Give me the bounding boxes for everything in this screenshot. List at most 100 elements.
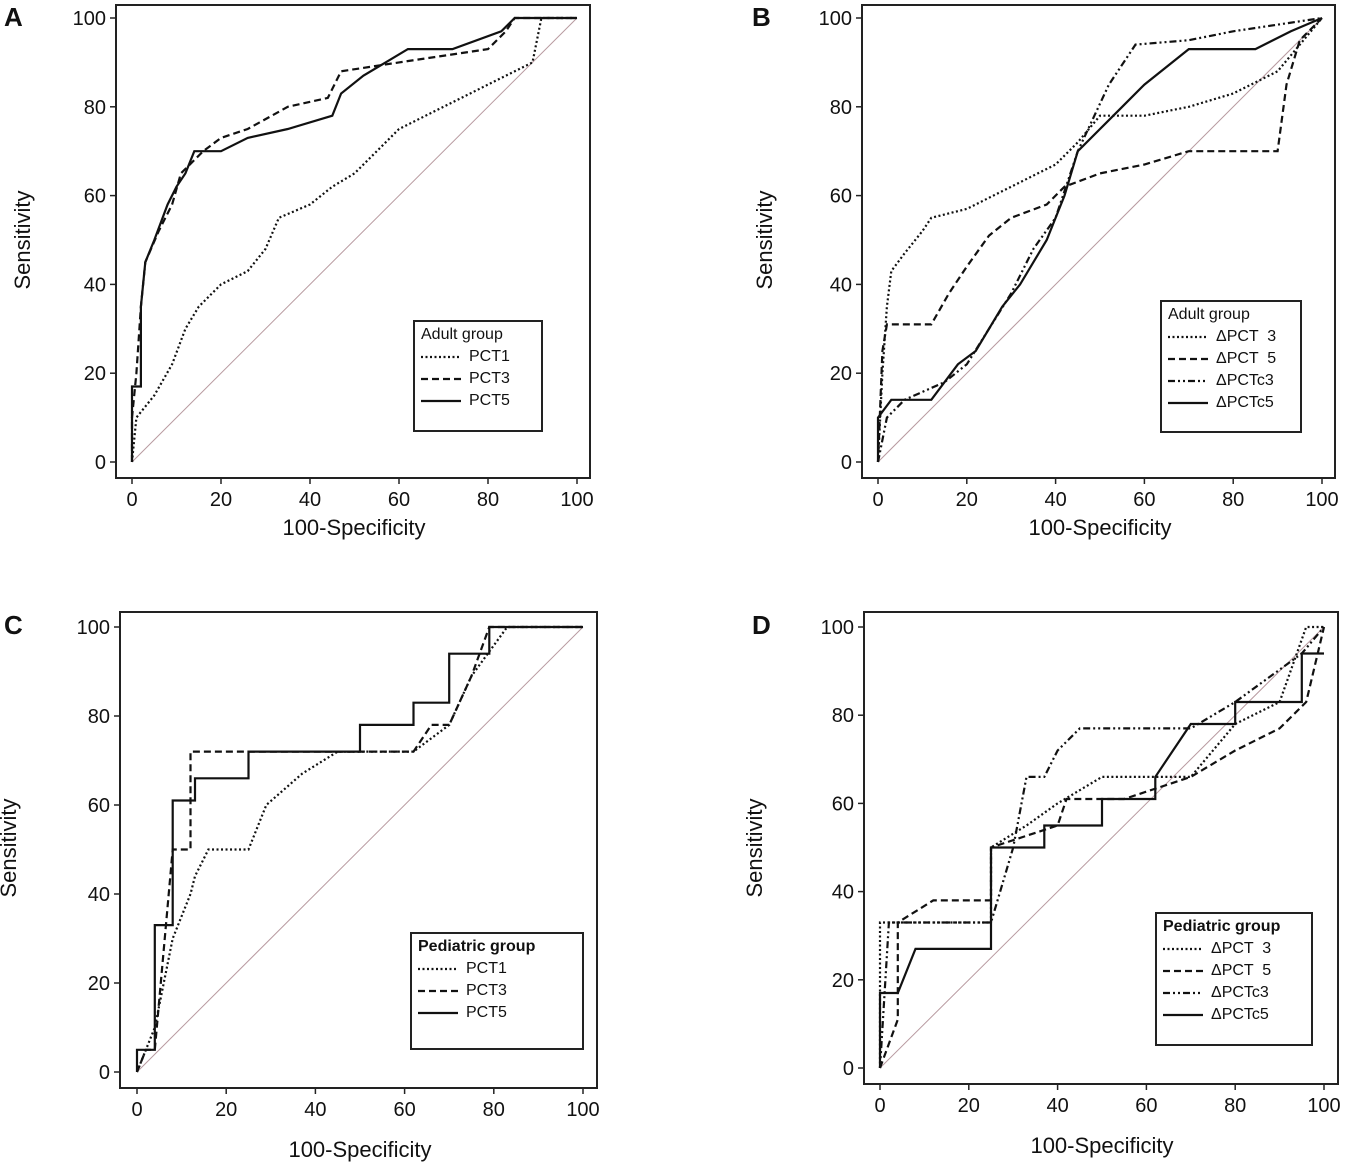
x-axis-label: 100-Specificity xyxy=(282,515,425,540)
x-tick-label: 80 xyxy=(1222,489,1244,511)
panel-label: D xyxy=(752,610,771,640)
x-tick-label: 80 xyxy=(1224,1095,1246,1117)
legend-swatch xyxy=(421,399,461,403)
legend-label: ΔPCTc3 xyxy=(1211,984,1269,1001)
x-tick-label: 60 xyxy=(1135,1095,1157,1117)
legend-swatch xyxy=(1163,969,1203,973)
roc-curve-pct5 xyxy=(135,625,583,1072)
y-axis-label: Sensitivity xyxy=(0,798,21,897)
x-tick-label: 0 xyxy=(126,489,137,511)
y-tick-label: 80 xyxy=(88,706,110,728)
legend-swatch xyxy=(418,967,458,971)
x-tick-label: 20 xyxy=(956,489,978,511)
y-tick-label: 60 xyxy=(84,186,106,208)
x-tick-label: 40 xyxy=(1046,1095,1068,1117)
x-tick-label: 0 xyxy=(872,489,883,511)
plot-frame xyxy=(863,611,1339,1085)
panel-label: B xyxy=(752,2,771,32)
y-tick-label: 80 xyxy=(830,97,852,119)
roc-curve-pct5 xyxy=(130,16,577,462)
y-axis-label: Sensitivity xyxy=(742,798,767,897)
legend-item: PCT5 xyxy=(421,390,535,412)
y-tick-label: 60 xyxy=(830,186,852,208)
plot-frame xyxy=(119,611,598,1089)
x-axis-label: 100-Specificity xyxy=(1028,515,1171,540)
roc-curve-delta-pct3 xyxy=(878,625,1324,1068)
x-tick-label: 40 xyxy=(299,489,321,511)
y-tick-label: 80 xyxy=(84,97,106,119)
roc-curve-pct1 xyxy=(135,625,583,1073)
legend: Adult group ΔPCT 3 ΔPCT 5 ΔPCTc3 ΔPCTc5 xyxy=(1160,300,1302,433)
legend-label: PCT5 xyxy=(469,392,510,409)
panel-label: C xyxy=(4,610,23,640)
y-tick-label: 60 xyxy=(88,795,110,817)
x-tick-label: 60 xyxy=(388,489,410,511)
legend-label: ΔPCTc5 xyxy=(1216,394,1274,411)
x-tick-label: 80 xyxy=(483,1099,505,1121)
legend-title: Pediatric group xyxy=(1163,918,1281,935)
y-tick-label: 0 xyxy=(841,452,852,474)
legend-item: PCT1 xyxy=(418,958,576,980)
x-tick-label: 80 xyxy=(477,489,499,511)
roc-curve-delta-pctc5 xyxy=(876,16,1323,462)
legend-item: ΔPCT 5 xyxy=(1168,348,1294,370)
x-tick-label: 100 xyxy=(560,489,593,511)
y-tick-label: 60 xyxy=(832,793,854,815)
legend-label: PCT5 xyxy=(466,1004,507,1021)
y-tick-label: 100 xyxy=(819,8,852,30)
x-tick-label: 20 xyxy=(215,1099,237,1121)
roc-curve-delta-pctc3 xyxy=(876,16,1323,463)
legend-title: Adult group xyxy=(421,326,503,343)
legend-item: ΔPCT 3 xyxy=(1168,326,1294,348)
legend-item: ΔPCT 5 xyxy=(1163,960,1305,982)
x-tick-label: 100 xyxy=(1305,489,1338,511)
x-tick-label: 0 xyxy=(874,1095,885,1117)
plot-frame xyxy=(115,4,591,479)
y-tick-label: 20 xyxy=(830,363,852,385)
legend-item: ΔPCT 3 xyxy=(1163,938,1305,960)
legend-swatch xyxy=(1163,1013,1203,1017)
reference-diagonal xyxy=(136,626,584,1073)
y-tick-label: 100 xyxy=(821,617,854,639)
x-tick-label: 20 xyxy=(210,489,232,511)
legend-label: ΔPCTc3 xyxy=(1216,372,1274,389)
x-tick-label: 40 xyxy=(304,1099,326,1121)
legend-swatch xyxy=(421,355,461,359)
legend-item: ΔPCTc5 xyxy=(1163,1004,1305,1026)
legend-label: PCT1 xyxy=(466,960,507,977)
x-tick-label: 60 xyxy=(393,1099,415,1121)
x-tick-label: 100 xyxy=(1307,1095,1340,1117)
legend: Pediatric group PCT1 PCT3 PCT5 xyxy=(410,932,584,1050)
y-tick-label: 40 xyxy=(88,884,110,906)
legend-label: ΔPCT 5 xyxy=(1211,962,1272,979)
x-tick-label: 40 xyxy=(1044,489,1066,511)
legend-item: PCT3 xyxy=(421,368,535,390)
y-tick-label: 0 xyxy=(99,1062,110,1084)
legend-swatch xyxy=(1168,401,1208,405)
roc-curve-delta-pctc5 xyxy=(878,652,1324,1068)
y-axis-label: Sensitivity xyxy=(10,190,35,289)
y-tick-label: 0 xyxy=(843,1058,854,1080)
plot-frame xyxy=(861,4,1336,479)
reference-diagonal xyxy=(131,17,578,463)
legend-swatch xyxy=(418,1011,458,1015)
legend: Adult group PCT1 PCT3 PCT5 xyxy=(413,320,543,432)
y-tick-label: 20 xyxy=(832,970,854,992)
legend-swatch xyxy=(1168,357,1208,361)
legend-item: PCT1 xyxy=(421,346,535,368)
legend-label: ΔPCT 3 xyxy=(1211,940,1272,957)
panel-label: A xyxy=(4,2,23,32)
y-tick-label: 100 xyxy=(77,617,110,639)
legend-swatch xyxy=(418,989,458,993)
legend-item: ΔPCTc3 xyxy=(1168,370,1294,392)
legend-swatch xyxy=(1168,379,1208,383)
x-tick-label: 20 xyxy=(958,1095,980,1117)
legend-item: ΔPCTc3 xyxy=(1163,982,1305,1004)
legend-label: ΔPCTc5 xyxy=(1211,1006,1269,1023)
y-tick-label: 40 xyxy=(84,274,106,296)
roc-curve-delta-pctc3 xyxy=(878,626,1325,1069)
roc-curve-pct3 xyxy=(135,625,583,1073)
y-tick-label: 40 xyxy=(832,882,854,904)
legend-label: PCT1 xyxy=(469,348,510,365)
